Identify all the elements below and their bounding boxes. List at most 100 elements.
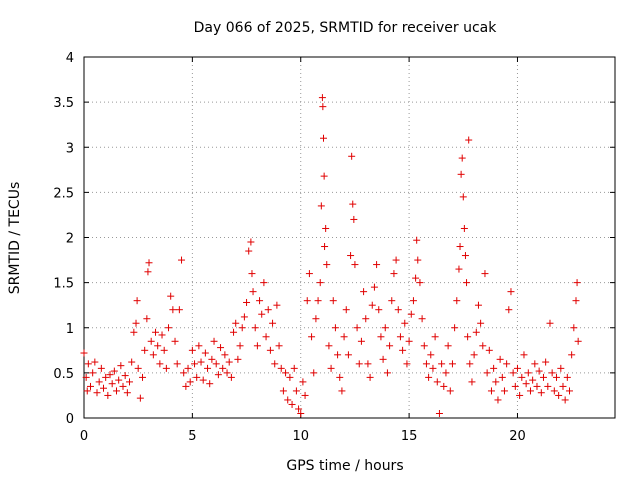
data-point bbox=[448, 360, 456, 368]
data-point bbox=[227, 373, 235, 381]
data-point bbox=[206, 380, 214, 388]
data-point bbox=[455, 265, 463, 273]
data-point bbox=[399, 346, 407, 354]
data-point bbox=[238, 324, 246, 332]
data-point bbox=[405, 337, 413, 345]
data-point bbox=[212, 360, 220, 368]
data-point bbox=[481, 270, 489, 278]
data-point bbox=[431, 333, 439, 341]
data-point bbox=[108, 380, 116, 388]
data-point bbox=[223, 369, 231, 377]
data-point bbox=[392, 256, 400, 264]
y-tick-label: 0.5 bbox=[53, 367, 74, 382]
y-tick-label: 0 bbox=[66, 412, 74, 427]
data-point bbox=[247, 238, 255, 246]
data-point bbox=[422, 360, 430, 368]
data-point bbox=[147, 337, 155, 345]
data-point bbox=[498, 373, 506, 381]
data-point bbox=[322, 224, 330, 232]
data-point bbox=[82, 373, 90, 381]
data-point bbox=[570, 324, 578, 332]
data-point bbox=[282, 369, 290, 377]
data-point bbox=[214, 371, 222, 379]
data-point bbox=[375, 306, 383, 314]
data-point bbox=[351, 261, 359, 269]
data-point bbox=[258, 310, 266, 318]
data-point bbox=[301, 391, 309, 399]
data-point bbox=[208, 355, 216, 363]
data-point bbox=[100, 384, 108, 392]
data-point bbox=[409, 297, 417, 305]
y-tick-label: 1 bbox=[66, 322, 74, 337]
data-point bbox=[516, 391, 524, 399]
data-point bbox=[284, 396, 292, 404]
data-point bbox=[383, 369, 391, 377]
data-point bbox=[180, 369, 188, 377]
data-point bbox=[325, 342, 333, 350]
data-point bbox=[269, 319, 277, 327]
data-point bbox=[323, 261, 331, 269]
data-point bbox=[347, 252, 355, 260]
data-point bbox=[275, 342, 283, 350]
data-point bbox=[331, 324, 339, 332]
data-point bbox=[456, 243, 464, 251]
data-point bbox=[144, 268, 152, 276]
data-point bbox=[429, 364, 437, 372]
data-point bbox=[204, 364, 212, 372]
data-point bbox=[106, 371, 114, 379]
data-point bbox=[314, 297, 322, 305]
data-point bbox=[245, 247, 253, 255]
data-point bbox=[546, 319, 554, 327]
data-point bbox=[470, 351, 478, 359]
data-point bbox=[557, 364, 565, 372]
data-point bbox=[563, 373, 571, 381]
y-axis: 0 0.5 1 1.5 2 2.5 3 3.5 4 bbox=[53, 51, 615, 427]
data-point bbox=[425, 373, 433, 381]
data-point bbox=[279, 387, 287, 395]
data-point bbox=[477, 319, 485, 327]
data-point bbox=[286, 373, 294, 381]
x-tick-label: 20 bbox=[509, 429, 526, 444]
data-point bbox=[308, 333, 316, 341]
data-point bbox=[162, 364, 170, 372]
data-point bbox=[414, 256, 422, 264]
data-point bbox=[555, 391, 563, 399]
data-point bbox=[165, 324, 173, 332]
data-point bbox=[249, 288, 257, 296]
data-point bbox=[483, 369, 491, 377]
data-point bbox=[349, 200, 357, 208]
data-point bbox=[175, 306, 183, 314]
data-point bbox=[357, 337, 365, 345]
data-point bbox=[288, 400, 296, 408]
data-point bbox=[256, 297, 264, 305]
data-point bbox=[152, 328, 160, 336]
data-point bbox=[463, 279, 471, 287]
data-point bbox=[451, 324, 459, 332]
data-point bbox=[160, 346, 168, 354]
data-point bbox=[253, 342, 261, 350]
data-point bbox=[319, 134, 327, 142]
data-point bbox=[435, 409, 443, 417]
data-point bbox=[366, 373, 374, 381]
data-point bbox=[154, 342, 162, 350]
data-point bbox=[568, 351, 576, 359]
data-point bbox=[87, 382, 95, 390]
data-point bbox=[91, 358, 99, 366]
data-point bbox=[169, 306, 177, 314]
data-point bbox=[487, 387, 495, 395]
data-point bbox=[396, 333, 404, 341]
data-point bbox=[201, 349, 209, 357]
data-point bbox=[93, 389, 101, 397]
data-point bbox=[364, 360, 372, 368]
data-point bbox=[104, 391, 112, 399]
data-point bbox=[195, 342, 203, 350]
data-point bbox=[355, 360, 363, 368]
x-tick-label: 15 bbox=[401, 429, 418, 444]
data-point bbox=[210, 337, 218, 345]
y-tick-label: 1.5 bbox=[53, 277, 74, 292]
data-point bbox=[338, 387, 346, 395]
y-tick-label: 3 bbox=[66, 141, 74, 156]
data-point bbox=[277, 364, 285, 372]
data-point bbox=[388, 297, 396, 305]
